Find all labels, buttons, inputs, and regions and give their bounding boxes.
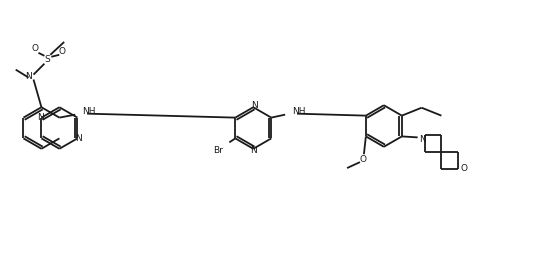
Text: NH: NH	[292, 107, 306, 116]
Text: Br: Br	[213, 146, 223, 155]
Text: N: N	[251, 101, 258, 110]
Text: O: O	[461, 164, 468, 173]
Text: O: O	[360, 155, 366, 164]
Text: O: O	[32, 44, 39, 53]
Text: N: N	[250, 146, 256, 155]
Text: N: N	[75, 134, 82, 143]
Text: O: O	[59, 47, 66, 56]
Text: N: N	[37, 113, 44, 122]
Text: N: N	[419, 135, 426, 144]
Text: S: S	[44, 55, 50, 64]
Text: N: N	[25, 72, 32, 81]
Text: NH: NH	[82, 107, 96, 116]
